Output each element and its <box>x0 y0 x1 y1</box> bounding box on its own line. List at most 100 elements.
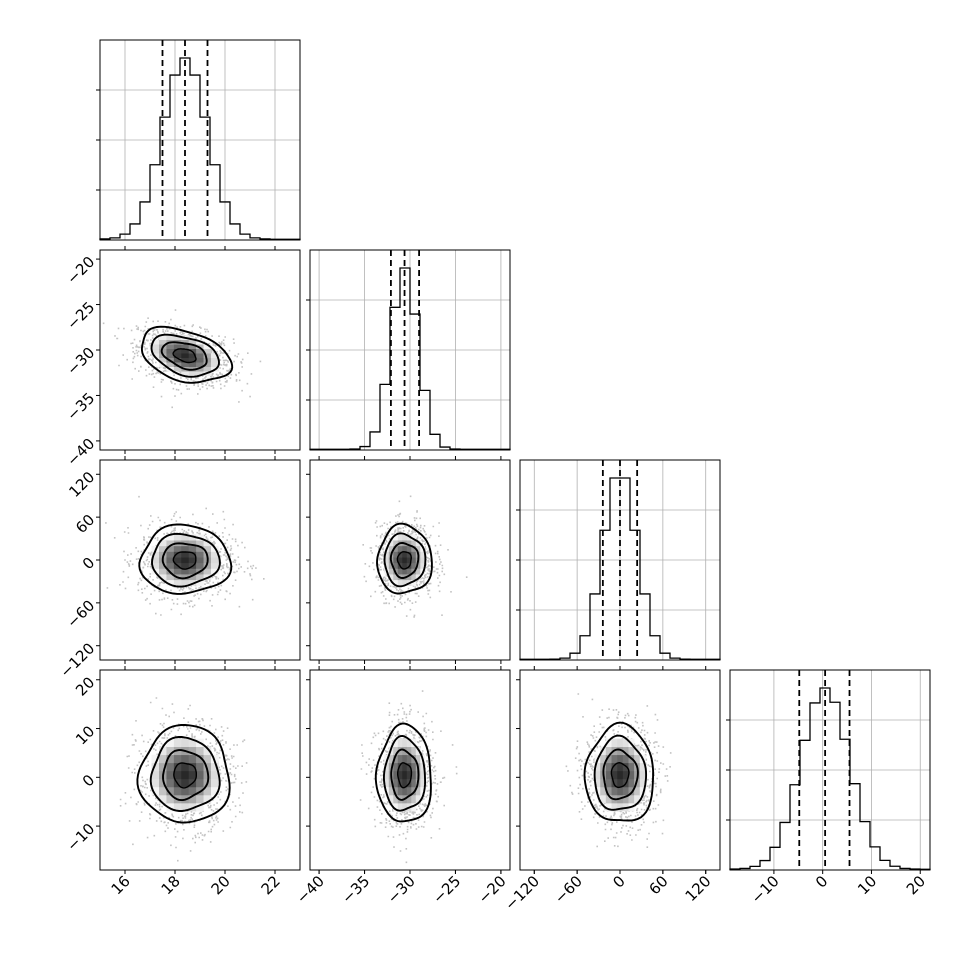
density-cell <box>181 738 190 748</box>
density-cell <box>196 353 204 359</box>
density-cell <box>166 348 175 354</box>
density-cell <box>159 545 167 552</box>
density-cell <box>173 803 182 812</box>
density-cell <box>188 574 197 581</box>
y-tick-label-p2: 120 <box>65 468 98 501</box>
density-cell <box>393 778 399 788</box>
density-cell <box>402 579 408 586</box>
density-cell <box>611 762 618 772</box>
contour-line <box>374 722 432 823</box>
density-cell <box>196 545 204 552</box>
density-cell <box>411 795 417 804</box>
contour-line <box>173 762 197 789</box>
density-cell <box>196 803 204 812</box>
density-cell <box>388 754 394 764</box>
density-cell <box>196 551 204 558</box>
density-cell <box>628 786 635 796</box>
contour-line <box>172 551 197 570</box>
density-cell <box>388 574 394 581</box>
density-cell <box>188 738 197 748</box>
density-cell <box>159 357 167 363</box>
density-cell <box>196 754 204 764</box>
density-cell <box>173 344 182 350</box>
contour-line <box>397 762 413 789</box>
density-cell <box>600 778 607 788</box>
density-cell <box>397 738 403 748</box>
density-cell <box>406 551 412 558</box>
density-cell <box>634 754 641 764</box>
density-cell <box>166 551 175 558</box>
density-cell <box>173 545 182 552</box>
density-cell <box>622 770 629 780</box>
contour-line <box>151 532 221 588</box>
histogram-panel-p2 <box>516 459 721 661</box>
density-cell <box>173 754 182 764</box>
density-cell <box>594 778 601 788</box>
density-cell <box>605 746 612 756</box>
density-cell <box>203 353 212 359</box>
density-cell <box>384 562 390 569</box>
density-cell <box>196 557 204 564</box>
density-cell <box>210 353 219 359</box>
density-cell <box>181 371 190 377</box>
density-cell <box>411 534 417 541</box>
contour-line <box>140 325 234 384</box>
density-cell <box>181 574 190 581</box>
density-cell <box>181 551 190 558</box>
density-cell <box>173 353 182 359</box>
y-tick-label-p3: −10 <box>63 820 98 855</box>
density-cell <box>397 770 403 780</box>
density-cell <box>188 353 197 359</box>
density-cell <box>628 746 635 756</box>
density-cell <box>210 362 219 368</box>
density-cell <box>151 557 160 564</box>
density-cell <box>415 562 421 569</box>
density-cell <box>406 770 412 780</box>
density-cell <box>397 534 403 541</box>
contour-line <box>161 542 209 580</box>
density-cell <box>188 568 197 575</box>
density-cell <box>173 357 182 363</box>
histogram-series-p2 <box>519 477 721 660</box>
density-cell <box>397 762 403 772</box>
density-cell <box>611 803 618 812</box>
density-cell <box>196 357 204 363</box>
x-tick-label-p2: 60 <box>645 872 671 898</box>
density-cell <box>166 362 175 368</box>
density-cell <box>181 770 190 780</box>
density-cell <box>628 770 635 780</box>
density-cell <box>196 574 204 581</box>
density-cell <box>617 762 624 772</box>
density-cell <box>196 371 204 377</box>
y-tick-label-p1: −30 <box>63 344 98 379</box>
density-cell <box>384 557 390 564</box>
density-cell <box>159 746 167 756</box>
density-cell <box>166 562 175 569</box>
density-cell <box>166 534 175 541</box>
density-cell <box>151 562 160 569</box>
density-cell <box>397 786 403 796</box>
density-cell <box>210 557 219 564</box>
density-cell <box>388 568 394 575</box>
density-cell <box>406 574 412 581</box>
density-cell <box>634 786 641 796</box>
density-cell <box>188 746 197 756</box>
density-cell <box>203 795 212 804</box>
density-cell <box>166 770 175 780</box>
density-cell <box>188 339 197 345</box>
density-panel-p2-p3 <box>516 666 721 874</box>
density-cell <box>397 568 403 575</box>
density-cell <box>181 339 190 345</box>
density-cell <box>406 795 412 804</box>
contour-line <box>602 748 639 801</box>
y-tick-label-p2: −120 <box>57 639 99 681</box>
density-cell <box>415 754 421 764</box>
density-cell <box>210 778 219 788</box>
contour-line <box>150 333 220 378</box>
axes-frame <box>99 249 301 451</box>
density-cell <box>411 803 417 812</box>
density-cell <box>203 568 212 575</box>
density-cell <box>406 746 412 756</box>
density-cell <box>173 579 182 586</box>
density-cell <box>420 778 426 788</box>
